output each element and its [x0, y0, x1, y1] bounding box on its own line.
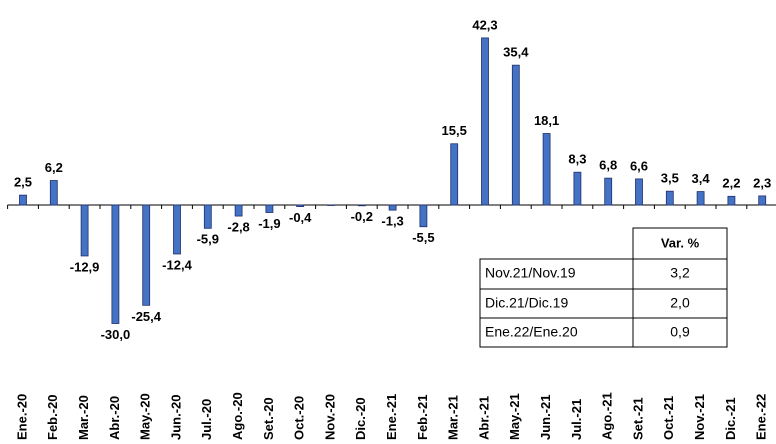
bar [19, 194, 27, 206]
data-label: -0,4 [289, 210, 312, 225]
data-label: -5,5 [412, 230, 434, 245]
bar [111, 204, 120, 324]
bar [511, 64, 520, 206]
x-tick-label: Dic.-20 [353, 397, 368, 440]
bar [727, 195, 736, 206]
bar [635, 178, 643, 206]
bar [357, 204, 366, 207]
table-cell: 0,9 [670, 324, 690, 340]
bar [573, 171, 582, 206]
bar [80, 204, 89, 257]
x-tick-label: Oct.-20 [292, 396, 307, 440]
data-label: 6,8 [599, 158, 617, 173]
data-label: 3,5 [661, 171, 679, 186]
x-tick-label: Set.-20 [261, 397, 276, 440]
data-label: 2,3 [753, 175, 771, 190]
bar [696, 191, 705, 206]
x-tick-label: Nov.-21 [692, 394, 707, 440]
data-label: -0,2 [351, 209, 373, 224]
x-tick-label: Jul.-20 [199, 399, 214, 440]
bar [481, 37, 489, 206]
x-tick-label: Feb.-20 [45, 394, 60, 440]
bar [234, 204, 243, 217]
x-tick-label: Jun.-21 [538, 394, 553, 440]
data-label: 15,5 [442, 123, 467, 138]
data-label: 18,1 [534, 113, 559, 128]
x-tick-label: Dic.-21 [723, 397, 738, 440]
bar [758, 195, 767, 206]
bar [450, 143, 459, 206]
summary-table: Var. % Nov.21/Nov.19 3,2 Dic.21/Dic.19 2… [479, 227, 728, 348]
bar [173, 204, 181, 255]
bar [604, 177, 613, 206]
data-label: -1,3 [381, 214, 403, 229]
data-label: 42,3 [472, 17, 497, 32]
bar [665, 190, 674, 206]
data-label: 35,4 [503, 45, 529, 60]
data-label: -30,0 [101, 327, 131, 342]
x-tick-label: Abr.-20 [107, 396, 122, 440]
data-label: 6,6 [630, 158, 648, 173]
data-label: -1,9 [258, 216, 280, 231]
table-cell: Ene.22/Ene.20 [485, 324, 578, 340]
data-label: -2,8 [227, 219, 249, 234]
x-tick-label: Ene.-20 [14, 394, 29, 440]
x-tick-label: Mar.-21 [446, 395, 461, 440]
x-tick-label: Set.-21 [630, 397, 645, 440]
data-label: 6,2 [45, 160, 63, 175]
x-tick-label: May.-20 [138, 393, 153, 440]
x-tick-label: Ago.-21 [600, 392, 615, 440]
x-tick-label: Nov.-20 [322, 394, 337, 440]
data-label: 2,5 [14, 175, 32, 190]
table-header: Var. % [661, 235, 700, 250]
x-tick-label: Ene.-22 [754, 394, 769, 440]
x-tick-label: Jun.-20 [168, 394, 183, 440]
table-cell: Nov.21/Nov.19 [485, 265, 576, 281]
bar [296, 204, 305, 207]
data-label: 2,2 [722, 176, 740, 191]
x-tick-label: Abr.-21 [476, 396, 491, 440]
bar [542, 133, 551, 206]
data-label: -5,9 [197, 232, 219, 247]
bar [265, 204, 274, 213]
bar [388, 204, 397, 211]
x-tick-label: Ene.-21 [384, 394, 399, 440]
table-header-cell [632, 227, 728, 260]
data-label: 3,4 [692, 171, 711, 186]
data-label: 8,3 [568, 152, 586, 167]
x-tick-label: Mar.-20 [76, 395, 91, 440]
bar [327, 204, 335, 206]
table-cell: Dic.21/Dic.19 [485, 295, 568, 311]
x-tick-label: Ago.-20 [230, 392, 245, 440]
x-tick-label: Oct.-21 [661, 396, 676, 440]
data-label: -25,4 [131, 309, 161, 324]
table-cell: 3,2 [670, 265, 690, 281]
data-label: -12,9 [70, 259, 100, 274]
table-cell: 2,0 [670, 295, 690, 311]
bar [142, 204, 151, 306]
bar [203, 204, 212, 229]
bar [49, 180, 58, 206]
table-body [479, 258, 728, 348]
x-tick-label: May.-21 [507, 393, 522, 440]
x-tick-label: Jul.-21 [569, 399, 584, 440]
data-label: -12,4 [162, 257, 192, 272]
x-tick-label: Feb.-21 [415, 394, 430, 440]
bar [419, 204, 428, 228]
